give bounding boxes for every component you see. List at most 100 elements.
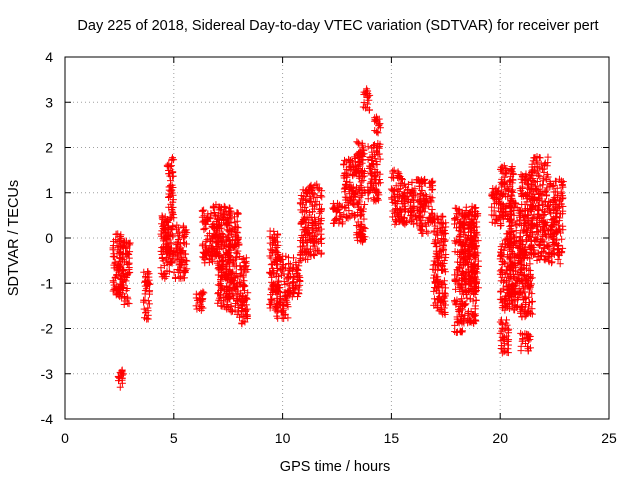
data-point	[302, 189, 310, 197]
data-point	[536, 154, 544, 162]
data-point	[242, 301, 250, 309]
data-point	[274, 230, 282, 238]
data-point	[217, 275, 225, 283]
data-point	[166, 163, 174, 171]
chart-title: Day 225 of 2018, Sidereal Day-to-day VTE…	[77, 18, 598, 34]
data-point	[274, 288, 282, 296]
data-point	[199, 207, 207, 215]
data-point	[284, 303, 292, 311]
data-point	[159, 257, 167, 265]
x-axis-label: GPS time / hours	[280, 459, 390, 475]
data-point	[165, 183, 173, 191]
data-point	[165, 193, 173, 201]
data-point	[226, 209, 234, 217]
data-point	[227, 207, 235, 215]
data-point	[230, 242, 238, 250]
x-tick-label: 0	[61, 430, 69, 446]
data-point	[119, 266, 127, 274]
data-point	[268, 273, 276, 281]
data-point	[158, 253, 166, 261]
data-point	[217, 265, 225, 273]
data-point	[266, 268, 274, 276]
data-point	[359, 173, 367, 181]
data-point	[208, 256, 216, 264]
y-tick-label: 4	[45, 49, 53, 65]
data-point	[234, 233, 242, 241]
data-point	[125, 300, 133, 308]
data-point	[289, 284, 297, 292]
data-point	[237, 289, 245, 297]
data-point	[117, 283, 125, 291]
data-point	[198, 297, 206, 305]
data-point	[279, 301, 287, 309]
data-point	[122, 287, 130, 295]
data-point	[298, 234, 306, 242]
y-tick-label: 0	[45, 230, 53, 246]
data-point	[164, 233, 172, 241]
data-point	[236, 272, 244, 280]
data-point	[213, 215, 221, 223]
data-point	[201, 250, 209, 258]
data-point	[174, 268, 182, 276]
data-point	[223, 226, 231, 234]
data-point	[223, 301, 231, 309]
y-tick-label: 2	[45, 140, 53, 156]
data-point	[239, 297, 247, 305]
data-point	[168, 209, 176, 217]
data-point	[223, 273, 231, 281]
data-point	[200, 225, 208, 233]
data-point	[301, 216, 309, 224]
data-point	[358, 139, 366, 147]
data-point	[235, 241, 243, 249]
data-point	[204, 232, 212, 240]
data-point	[175, 236, 183, 244]
data-point	[267, 296, 275, 304]
data-point	[272, 272, 280, 280]
data-point	[168, 168, 176, 176]
data-point	[558, 235, 566, 243]
data-point	[297, 236, 305, 244]
data-point	[293, 265, 301, 273]
data-point	[231, 236, 239, 244]
data-point	[298, 195, 306, 203]
data-point	[230, 274, 238, 282]
data-point	[286, 260, 294, 268]
data-point	[237, 311, 245, 319]
data-point	[158, 212, 166, 220]
data-point	[302, 232, 310, 240]
data-point	[234, 210, 242, 218]
data-point	[112, 236, 120, 244]
data-point	[115, 373, 123, 381]
data-point	[232, 223, 240, 231]
data-point	[274, 314, 282, 322]
data-point	[281, 280, 289, 288]
data-point	[241, 263, 249, 271]
data-point	[116, 260, 124, 268]
x-tick-label: 20	[492, 430, 508, 446]
data-point	[169, 222, 177, 230]
data-point	[165, 250, 173, 258]
data-point	[241, 266, 249, 274]
x-tick-label: 15	[384, 430, 400, 446]
data-point	[224, 294, 232, 302]
data-point	[318, 193, 326, 201]
data-point	[229, 227, 237, 235]
data-point	[298, 208, 306, 216]
data-point	[231, 273, 239, 281]
data-point	[273, 294, 281, 302]
data-point	[213, 245, 221, 253]
data-point	[216, 241, 224, 249]
data-point	[266, 300, 274, 308]
data-point	[219, 237, 227, 245]
data-point	[279, 260, 287, 268]
data-point	[168, 155, 176, 163]
grid-lines	[65, 57, 609, 419]
data-point	[165, 166, 173, 174]
data-points	[109, 85, 567, 391]
data-point	[283, 275, 291, 283]
data-point	[218, 229, 226, 237]
data-point	[125, 260, 133, 268]
data-point	[267, 269, 275, 277]
data-point	[197, 289, 205, 297]
data-point	[297, 219, 305, 227]
